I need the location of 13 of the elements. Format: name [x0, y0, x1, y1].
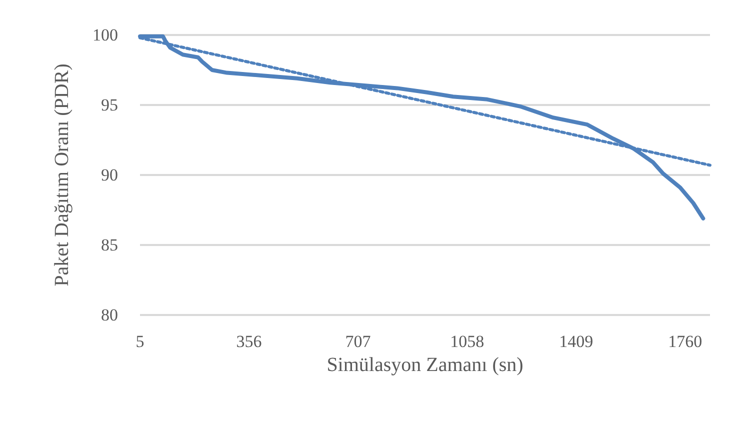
x-tick-label: 1058 — [450, 332, 484, 351]
y-tick-label: 85 — [101, 236, 118, 254]
y-tick-label: 100 — [92, 26, 118, 44]
x-tick-label: 356 — [236, 332, 262, 351]
x-tick-label: 1760 — [668, 332, 702, 351]
y-tick-label: 80 — [101, 306, 118, 324]
x-axis-title: Simülasyon Zamanı (sn) — [326, 354, 524, 376]
y-tick-label: 95 — [101, 96, 118, 114]
x-tick-label: 5 — [136, 332, 144, 351]
x-tick-label: 707 — [345, 332, 372, 351]
y-tick-label: 90 — [101, 166, 118, 184]
y-axis-title: Paket Dağıtım Oranı (PDR) — [51, 64, 73, 286]
x-tick-label: 1409 — [559, 332, 594, 351]
